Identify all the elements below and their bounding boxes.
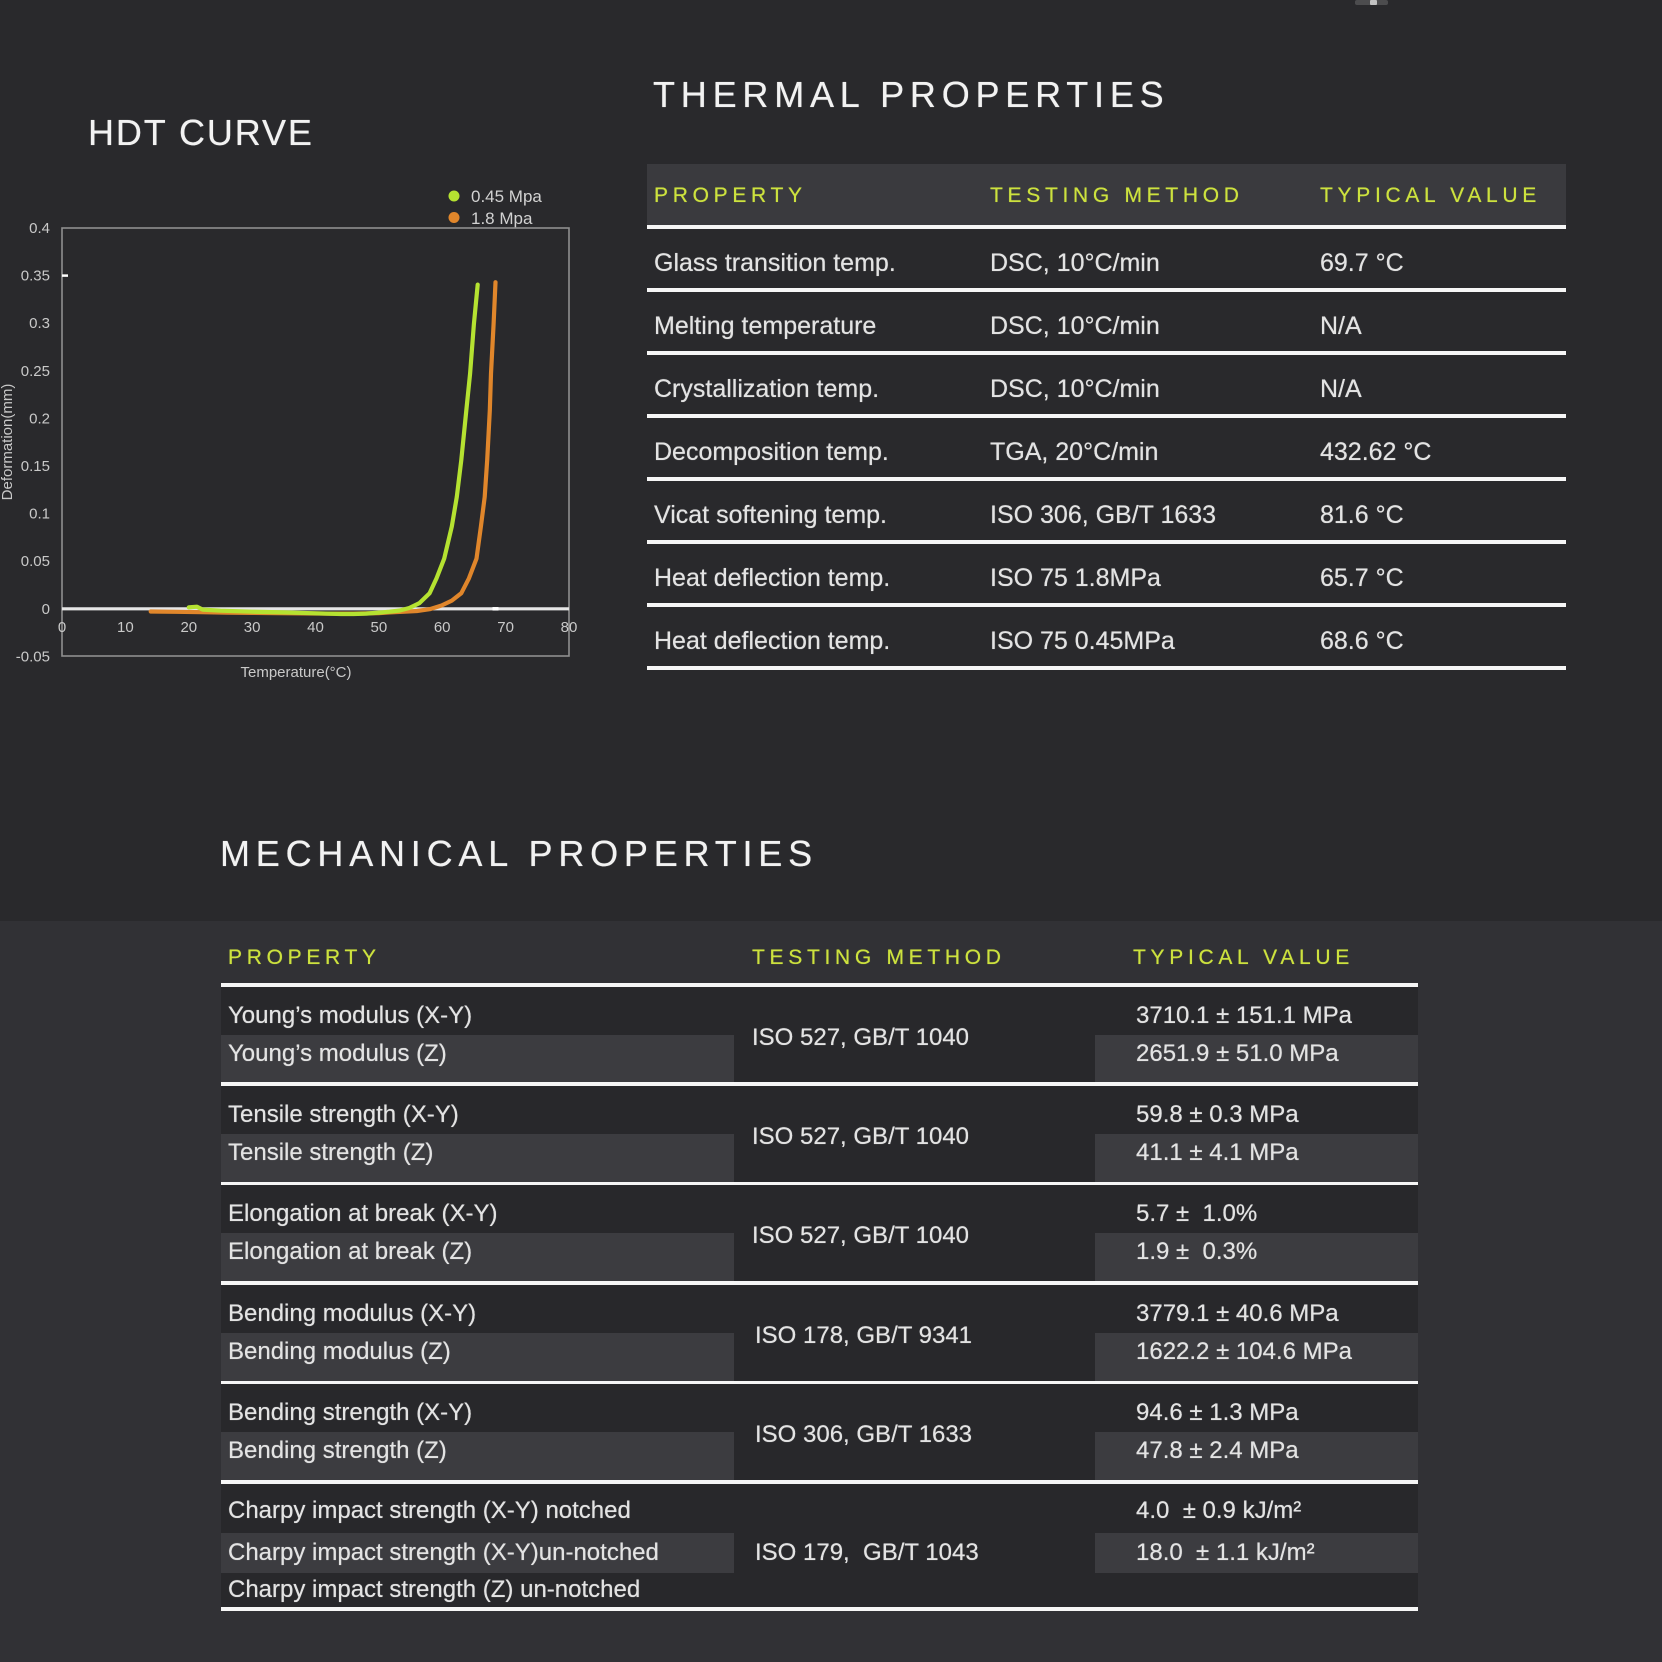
svg-text:20: 20 <box>180 619 197 636</box>
svg-text:Temperature(°C): Temperature(°C) <box>240 664 351 681</box>
svg-text:0.15: 0.15 <box>21 458 50 475</box>
svg-text:80: 80 <box>561 619 578 636</box>
svg-text:10: 10 <box>117 619 134 636</box>
svg-text:70: 70 <box>497 619 514 636</box>
svg-text:0: 0 <box>58 619 66 636</box>
svg-text:0.1: 0.1 <box>29 506 50 523</box>
svg-text:0.4: 0.4 <box>29 220 50 237</box>
svg-text:0: 0 <box>42 601 50 618</box>
svg-text:0.35: 0.35 <box>21 268 50 285</box>
svg-text:0.2: 0.2 <box>29 410 50 427</box>
svg-text:Deformation(mm): Deformation(mm) <box>0 384 16 501</box>
svg-text:-0.05: -0.05 <box>16 648 50 665</box>
svg-text:0.25: 0.25 <box>21 363 50 380</box>
svg-text:0.05: 0.05 <box>21 553 50 570</box>
svg-text:60: 60 <box>434 619 451 636</box>
svg-text:30: 30 <box>244 619 261 636</box>
svg-text:50: 50 <box>371 619 388 636</box>
svg-text:1.8 Mpa: 1.8 Mpa <box>471 209 533 228</box>
svg-text:40: 40 <box>307 619 324 636</box>
svg-text:0.45 Mpa: 0.45 Mpa <box>471 187 542 206</box>
svg-text:0.3: 0.3 <box>29 315 50 332</box>
